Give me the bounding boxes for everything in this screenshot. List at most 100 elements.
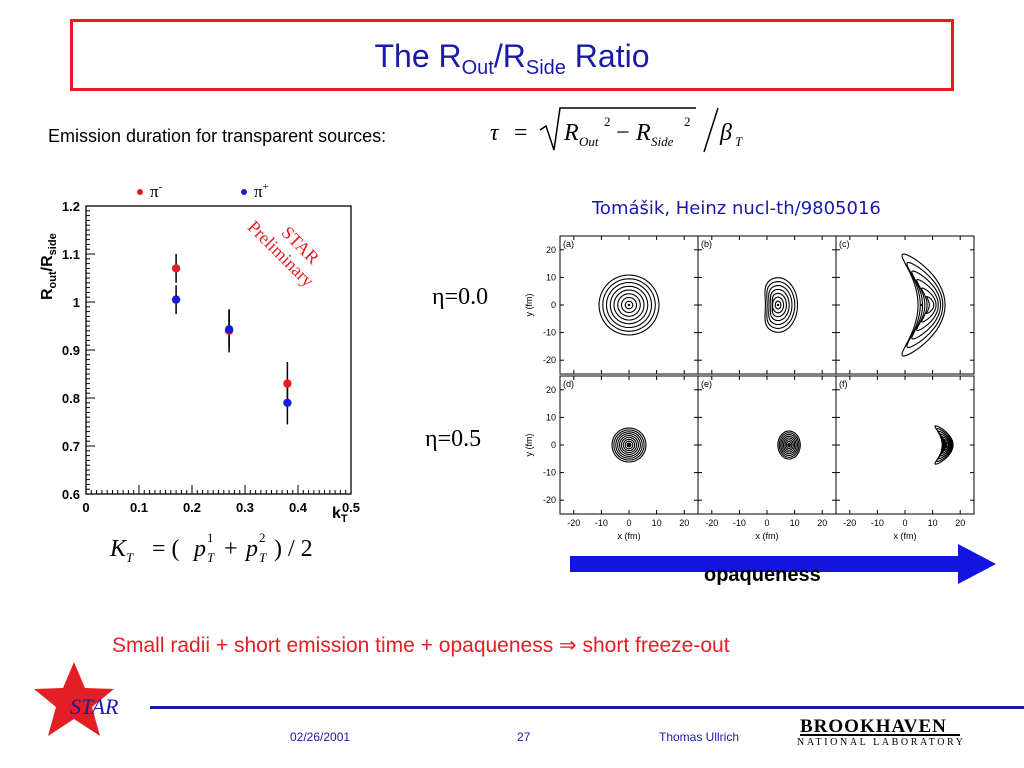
contour-line [774,300,782,310]
ratio-chart: 0 0.1 0.2 0.3 0.4 0.5 0.6 0.7 0.8 0.9 1 1.1 1.2 Rout… [39,181,360,525]
panel-x-tick-label: 10 [928,518,938,528]
contour-line [780,433,799,457]
star-logo: STAR [34,662,119,736]
panel-x-tick-label: -10 [733,518,746,528]
svg-text:=: = [514,120,528,146]
y-tick-label: 0.6 [62,487,80,502]
y-tick-label: 1.1 [62,247,80,262]
contour-line [944,441,949,449]
svg-text:T: T [126,550,134,565]
data-point-pi-minus [171,264,181,273]
x-tick-label: 0.1 [130,500,148,515]
panel-label: (c) [839,239,850,249]
contour-center [627,443,631,447]
opaqueness-arrow [570,544,996,584]
panel-x-tick-label: 10 [652,518,662,528]
contour-line [906,261,944,349]
contour-line [934,425,954,465]
panel-y-tick-label: -20 [543,495,556,505]
panel-y-label: y (fm) [524,294,534,317]
panel-x-tick-label: 0 [764,518,769,528]
svg-text:2: 2 [604,114,611,129]
panel-x-tick-label: -10 [871,518,884,528]
bnl-logo-subtitle: NATIONAL LABORATORY [797,737,966,748]
legend-pi-plus: π+ [254,181,269,201]
svg-text:β: β [719,120,732,146]
panel-y-tick-label: -20 [543,355,556,365]
x-tick-label: 0.4 [289,500,308,515]
contour-line [777,430,801,460]
svg-text:−: − [616,120,630,146]
svg-text:T: T [259,550,267,565]
data-point-pi-plus [224,325,234,334]
svg-text:1: 1 [207,530,214,545]
svg-text:2: 2 [259,530,266,545]
contour-line [619,435,639,455]
panel-label: (f) [839,379,848,389]
contour-line [622,438,636,452]
contour-line [901,253,946,357]
y-tick-label: 0.9 [62,343,80,358]
contour-line [611,427,647,463]
contour-line [921,287,937,323]
opaqueness-label: opaqueness [704,564,821,586]
contour-line [617,293,641,317]
emission-contour-panels: (a) 20 10 0 -10 -20 y (fm) (b) (c) (d) 20 10 0 -10 -20… [524,235,975,541]
data-point-pi-plus [171,295,181,304]
x-tick-label: 0.5 [342,500,360,515]
svg-text:T: T [207,550,215,565]
panel-y-tick-label: 20 [546,245,556,255]
contour-line [766,281,796,329]
y-tick-label: 0.8 [62,391,80,406]
contour-line [781,435,797,455]
y-tick-label: 1.2 [62,199,80,214]
legend-pi-minus-marker [137,189,143,195]
eta-label-0: η=0.0 [432,284,489,310]
panel-x-tick-label: -20 [843,518,856,528]
legend-pi-minus: π- [150,181,163,201]
footer-date: 02/26/2001 [290,730,351,744]
panel-y-tick-label: 0 [551,300,556,310]
panel-x-label: x (fm) [756,531,779,541]
panel-label: (d) [563,379,574,389]
panel-x-tick-label: -20 [567,518,580,528]
contour-center [787,443,791,447]
eta-label-1: η=0.5 [425,426,482,452]
contour-line [609,285,649,325]
bnl-logo-name: BROOKHAVEN [800,716,947,737]
panel-x-tick-label: -10 [595,518,608,528]
contour-center [627,303,631,307]
panel-label: (e) [701,379,712,389]
svg-text:+: + [224,536,238,562]
legend-pi-plus-marker [241,189,247,195]
contour-line [771,292,787,318]
contour-line [787,442,792,448]
contour-line [620,296,638,314]
page-number: 27 [517,730,531,744]
y-tick-label: 0.7 [62,439,80,454]
svg-text:R: R [563,120,579,146]
contour-line [598,274,660,336]
contour-line [768,284,793,326]
svg-text:p: p [192,536,206,562]
contour-center [942,443,945,447]
x-tick-label: 0.2 [183,500,201,515]
footer-rule [150,706,1024,709]
contour-line [602,278,656,332]
x-tick-label: 0.3 [236,500,254,515]
panel-x-label: x (fm) [618,531,641,541]
bnl-logo-rule [800,734,960,736]
panel-label: (a) [563,239,574,249]
contour-line [770,288,790,322]
svg-text:STAR: STAR [70,694,119,719]
contour-line [778,432,800,458]
y-tick-label: 1 [73,295,80,310]
contour-line [613,289,645,321]
contour-line [624,440,634,450]
panel-label: (b) [701,239,712,249]
contour-line [764,277,799,333]
contour-line [785,440,793,450]
contour-line [916,278,939,332]
contour-panel [835,235,975,375]
conclusion-text: Small radii + short emission time + opaq… [112,634,730,657]
